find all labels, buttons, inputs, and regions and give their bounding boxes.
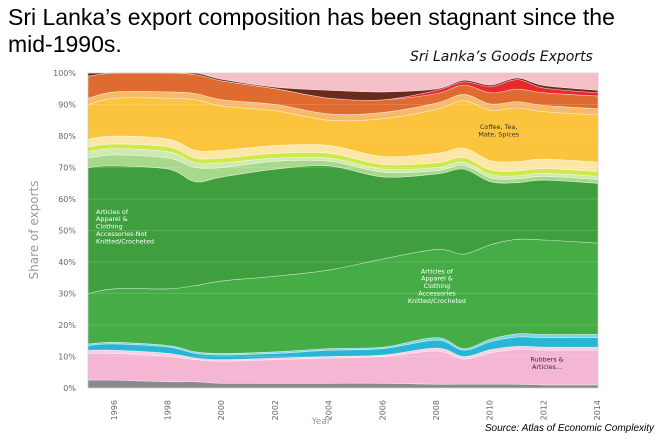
x-tick-label: 2008	[432, 400, 441, 420]
x-tick-layer: 1996 1998 2000 2002 2004 2006 2008 2010 2012 2014	[110, 400, 602, 420]
area-annotation: Rubbers & Articles...	[530, 356, 563, 371]
grid-layer	[87, 72, 599, 389]
x-axis-label: Year	[310, 417, 330, 427]
y-tick-label: 80%	[58, 132, 76, 141]
y-tick-label: 50%	[58, 227, 76, 236]
y-tick-label: 70%	[58, 164, 76, 173]
annotation-line: Apparel &	[421, 275, 453, 283]
annotation-line: Articles of	[421, 267, 454, 275]
x-tick-label: 2004	[325, 400, 334, 420]
annotation-line: Knitted/Crocheted	[408, 297, 466, 305]
x-tick-label: 2012	[539, 400, 548, 420]
y-tick-label: 90%	[58, 101, 76, 110]
annotation-line: Clothing	[424, 282, 451, 290]
headline: Sri Lanka’s export composition has been …	[8, 4, 615, 57]
y-tick-label: 30%	[58, 290, 76, 299]
annotation-line: Mate, Spices	[478, 130, 519, 138]
annotation-line: Rubbers &	[530, 356, 563, 364]
area-annotation: Articles of Apparel & Clothing Accessories-…	[96, 208, 154, 246]
x-tick-label: 2000	[217, 400, 226, 420]
y-tick-label: 10%	[58, 353, 76, 362]
annotation-layer: Articles of Apparel & Clothing Accessories-…	[96, 123, 564, 371]
x-tick-label: 1996	[110, 400, 119, 420]
annotation-line: Accessories-Not	[96, 230, 147, 238]
y-tick-label: 100%	[53, 69, 76, 78]
chart-title: Sri Lanka’s Goods Exports	[410, 49, 593, 65]
x-tick-label: 2010	[486, 400, 495, 420]
annotation-line: Articles...	[532, 363, 562, 371]
annotation-line: Accessories	[418, 290, 456, 298]
x-tick-label: 1998	[164, 400, 173, 420]
area-annotation: Articles of Apparel & Clothing Accessories K…	[408, 267, 466, 305]
annotation-line: Coffee, Tea,	[480, 123, 517, 131]
annotation-line: Articles of	[96, 208, 129, 216]
x-tick-label: 2014	[593, 400, 602, 420]
source-note: Source: Atlas of Economic Complexity	[484, 423, 654, 434]
plot-frame	[87, 72, 599, 389]
y-tick-label: 40%	[58, 258, 76, 267]
y-tick-layer: 0% 10% 20% 30% 40% 50% 60% 70% 80% 90% 100%	[53, 69, 76, 393]
y-tick-label: 20%	[58, 321, 76, 330]
x-tick-label: 2002	[271, 400, 280, 420]
area-annotation: Coffee, Tea, Mate, Spices	[478, 123, 519, 138]
annotation-line: Apparel &	[96, 215, 128, 223]
x-tick-label: 2006	[378, 400, 387, 420]
annotation-line: Clothing	[96, 223, 123, 231]
y-axis-label: Share of exports	[27, 181, 41, 280]
y-tick-label: 0%	[63, 384, 76, 393]
y-tick-label: 60%	[58, 195, 76, 204]
annotation-line: Knitted/Crocheted	[96, 237, 154, 245]
